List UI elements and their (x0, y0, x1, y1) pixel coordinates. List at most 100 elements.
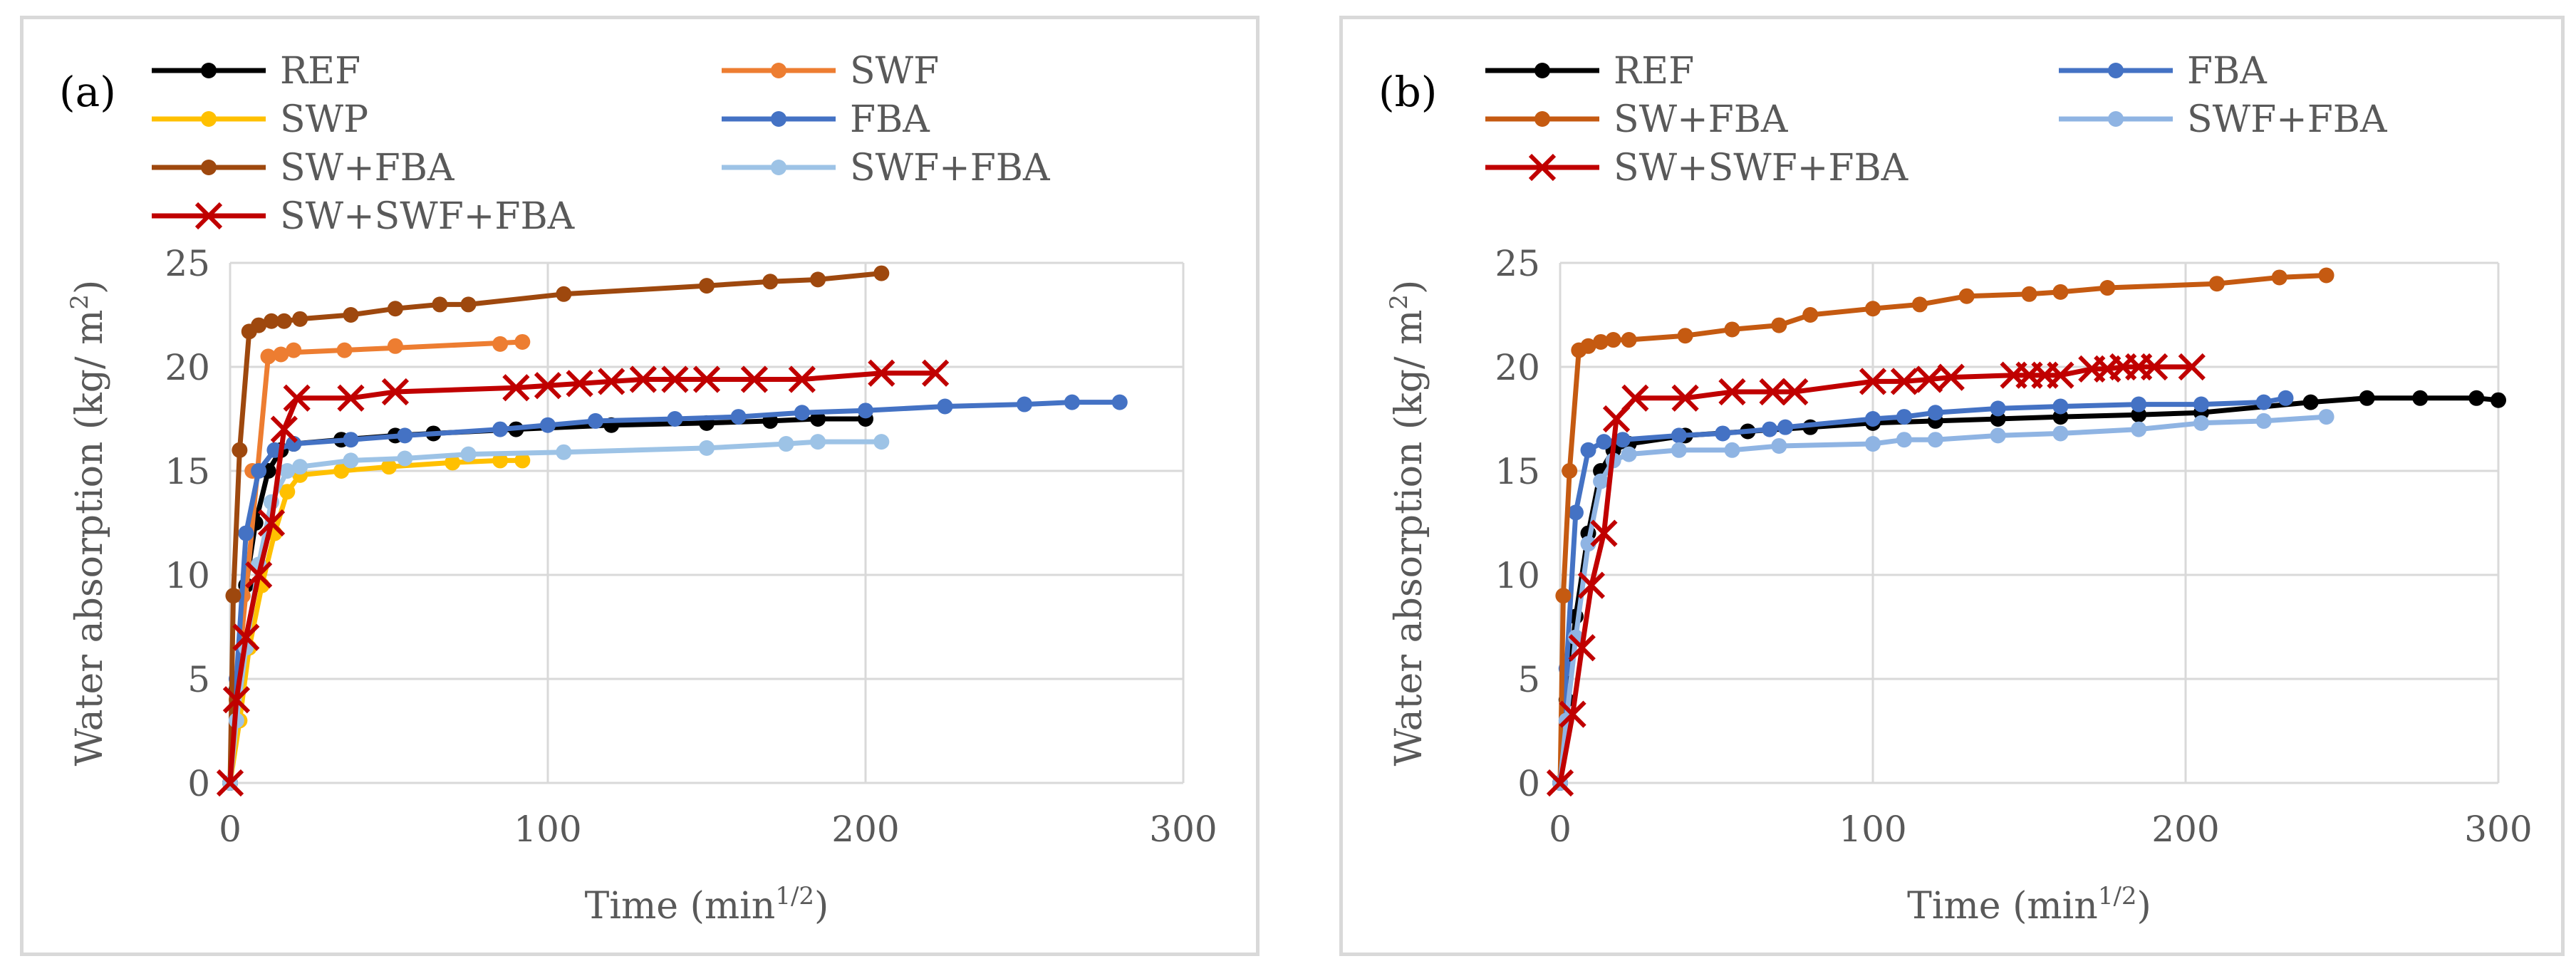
data-point-a-fba-2 (238, 525, 254, 541)
data-point-a-swf-7 (336, 342, 353, 358)
data-point-a-swf-fba-13 (810, 434, 826, 450)
data-point-b-ref-16 (2302, 394, 2319, 410)
data-point-a-sw-fba-10 (432, 296, 448, 313)
data-point-a-sw-swf-fba-9 (502, 374, 530, 402)
y-tick-label-a-20: 20 (165, 347, 210, 388)
y-tick-label-a-5: 5 (187, 659, 210, 700)
y-tick-label-a-15: 15 (165, 451, 210, 492)
y-tick-label-b-15: 15 (1495, 451, 1540, 492)
data-point-a-fba-8 (492, 421, 509, 437)
legend-entry-a-swf-fba: SWF+FBA (722, 147, 1051, 190)
data-point-b-fba-17 (2255, 394, 2272, 410)
series-line-a-sw-swf-fba (227, 370, 936, 784)
data-point-a-swf-fba-7 (343, 452, 359, 469)
data-point-a-swf-8 (387, 338, 403, 354)
panel-label-a: (a) (59, 68, 116, 116)
y-tick-label-b-10: 10 (1495, 555, 1540, 596)
data-point-a-sw-swf-fba-11 (566, 370, 593, 398)
data-point-b-fba-4 (1596, 434, 1612, 450)
data-point-b-sw-fba-4 (1580, 338, 1596, 354)
legend-marker-a-ref (201, 63, 217, 78)
data-point-a-swf-9 (492, 336, 509, 352)
data-point-a-sw-swf-fba-4 (257, 509, 286, 537)
data-point-b-sw-swf-fba-10 (1781, 378, 1809, 406)
legend-entry-b-sw-fba: SW+FBA (1485, 98, 1789, 141)
data-point-b-sw-swf-fba-7 (1671, 384, 1699, 412)
data-point-a-sw-swf-fba-3 (245, 561, 273, 589)
data-point-a-swf-fba-12 (778, 436, 794, 452)
x-tick-label-a-200: 200 (831, 809, 899, 850)
data-point-a-swp-5 (279, 484, 296, 500)
data-point-a-sw-fba-6 (276, 313, 292, 329)
data-point-b-sw-fba-20 (2318, 267, 2334, 284)
series-a-fba (222, 394, 1128, 791)
data-point-b-swf-fba-18 (2318, 409, 2334, 425)
data-point-b-sw-fba-16 (2052, 284, 2069, 300)
legend-entry-b-sw-swf-fba: SW+SWF+FBA (1485, 147, 1909, 190)
y-axis-title-b: Water absorption (kg/ m2) (1385, 280, 1430, 767)
legend-entry-a-swf: SWF (722, 50, 939, 93)
data-point-a-fba-10 (587, 412, 603, 429)
data-point-a-swf-10 (514, 333, 531, 350)
data-point-a-swf-5 (273, 346, 289, 363)
data-point-b-sw-fba-6 (1605, 332, 1621, 348)
data-point-b-sw-fba-11 (1802, 307, 1819, 323)
series-b-sw-swf-fba (1546, 353, 2206, 797)
data-point-b-sw-swf-fba-8 (1718, 378, 1746, 406)
series-b-sw-fba (1552, 267, 2334, 791)
data-point-b-sw-swf-fba-4 (1590, 519, 1618, 547)
data-point-a-sw-swf-fba-15 (692, 365, 721, 393)
data-point-b-swf-fba-12 (1927, 432, 1943, 448)
x-tick-label-b-100: 100 (1839, 809, 1906, 850)
data-point-a-sw-swf-fba-0 (216, 769, 244, 797)
data-point-a-fba-16 (1017, 396, 1032, 412)
legend-marker-b-fba (2108, 63, 2124, 78)
data-point-b-fba-7 (1715, 425, 1731, 442)
data-point-b-sw-fba-12 (1865, 301, 1881, 317)
data-point-b-swf-fba-8 (1724, 442, 1740, 458)
legend-marker-b-sw-fba (1534, 111, 1550, 127)
data-point-b-sw-fba-13 (1911, 296, 1928, 313)
data-point-a-swf-fba-14 (873, 434, 890, 450)
series-line-a-swf-fba (227, 439, 882, 784)
data-point-a-sw-fba-7 (292, 311, 308, 327)
data-point-b-fba-10 (1865, 411, 1881, 427)
chart-panel-a: (a) 0 5 10 15 20 25 0 100 200 300 Time (min1/2) Wate… (20, 16, 1260, 956)
legend-marker-a-swf-fba (771, 160, 786, 175)
data-point-b-fba-3 (1580, 442, 1596, 458)
data-point-b-swf-fba-17 (2255, 412, 2272, 429)
chart-a-svg: (a) 0 5 10 15 20 25 0 100 200 300 Time (min1/2) Wate… (59, 50, 1217, 928)
series-line-b-ref (1557, 395, 2499, 784)
data-point-b-sw-swf-fba-3 (1577, 571, 1606, 599)
data-point-b-fba-11 (1896, 409, 1912, 425)
data-point-b-swf-fba-4 (1593, 473, 1609, 489)
data-point-b-ref-19 (2468, 390, 2485, 406)
data-point-a-sw-swf-fba-17 (788, 365, 816, 393)
series-a-sw-fba (222, 265, 890, 791)
series-line-a-swf (227, 339, 523, 784)
data-point-b-sw-fba-7 (1621, 332, 1637, 348)
data-point-b-fba-6 (1671, 427, 1687, 444)
data-point-b-sw-swf-fba-12 (1890, 368, 1918, 395)
data-point-b-sw-swf-fba-11 (1859, 368, 1887, 395)
data-point-b-sw-fba-18 (2208, 276, 2225, 292)
data-point-a-swp-11 (514, 452, 531, 469)
data-point-a-fba-13 (794, 405, 810, 421)
data-point-a-swf-fba-9 (460, 446, 477, 462)
legend-entry-a-swp: SWP (152, 98, 368, 141)
data-point-b-fba-9 (1777, 419, 1794, 435)
data-point-a-swf-fba-6 (292, 459, 308, 475)
data-point-b-sw-fba-1 (1555, 588, 1572, 604)
data-point-b-swf-fba-16 (2193, 415, 2209, 431)
data-point-b-swf-fba-13 (1990, 427, 2006, 444)
data-point-a-sw-swf-fba-19 (921, 359, 950, 387)
data-point-b-sw-swf-fba-9 (1759, 378, 1787, 406)
chart-panel-b: (b) 0 5 10 15 20 25 0 100 200 300 Time (min1/2) Wate… (1339, 16, 2565, 956)
panel-label-b: (b) (1378, 68, 1437, 116)
data-point-b-swf-fba-15 (2131, 421, 2147, 437)
legend-entry-a-sw-swf-fba: SW+SWF+FBA (152, 195, 576, 238)
data-point-a-swf-fba-10 (556, 444, 572, 460)
series-a-swf-fba (222, 434, 890, 791)
legend-entry-b-fba: FBA (2059, 50, 2268, 93)
data-point-a-fba-7 (397, 427, 413, 444)
